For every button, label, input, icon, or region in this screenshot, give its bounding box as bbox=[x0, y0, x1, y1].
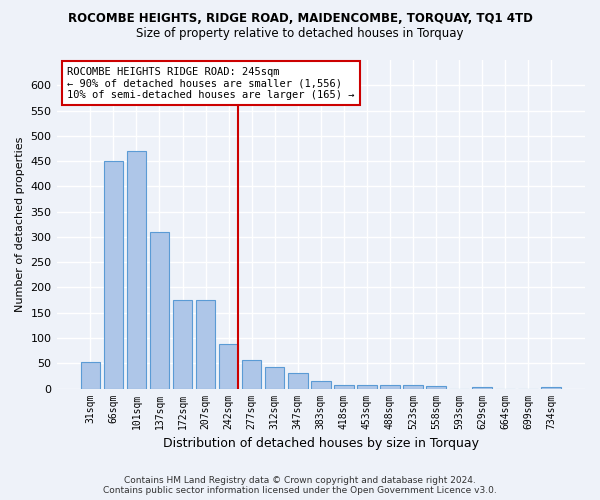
Bar bbox=[403, 384, 423, 388]
Bar bbox=[288, 374, 308, 388]
Bar bbox=[173, 300, 193, 388]
Bar bbox=[104, 161, 123, 388]
Bar bbox=[426, 386, 446, 388]
Text: ROCOMBE HEIGHTS, RIDGE ROAD, MAIDENCOMBE, TORQUAY, TQ1 4TD: ROCOMBE HEIGHTS, RIDGE ROAD, MAIDENCOMBE… bbox=[68, 12, 532, 26]
Bar bbox=[311, 381, 331, 388]
Text: ROCOMBE HEIGHTS RIDGE ROAD: 245sqm
← 90% of detached houses are smaller (1,556)
: ROCOMBE HEIGHTS RIDGE ROAD: 245sqm ← 90%… bbox=[67, 66, 355, 100]
Bar bbox=[149, 232, 169, 388]
Bar bbox=[380, 385, 400, 388]
Bar bbox=[127, 151, 146, 388]
Bar bbox=[80, 362, 100, 388]
Bar bbox=[242, 360, 262, 388]
X-axis label: Distribution of detached houses by size in Torquay: Distribution of detached houses by size … bbox=[163, 437, 479, 450]
Bar bbox=[334, 384, 353, 388]
Bar bbox=[219, 344, 238, 389]
Bar bbox=[541, 386, 561, 388]
Bar bbox=[472, 386, 492, 388]
Y-axis label: Number of detached properties: Number of detached properties bbox=[15, 136, 25, 312]
Bar bbox=[265, 367, 284, 388]
Text: Contains HM Land Registry data © Crown copyright and database right 2024.
Contai: Contains HM Land Registry data © Crown c… bbox=[103, 476, 497, 495]
Text: Size of property relative to detached houses in Torquay: Size of property relative to detached ho… bbox=[136, 28, 464, 40]
Bar bbox=[357, 384, 377, 388]
Bar bbox=[196, 300, 215, 388]
